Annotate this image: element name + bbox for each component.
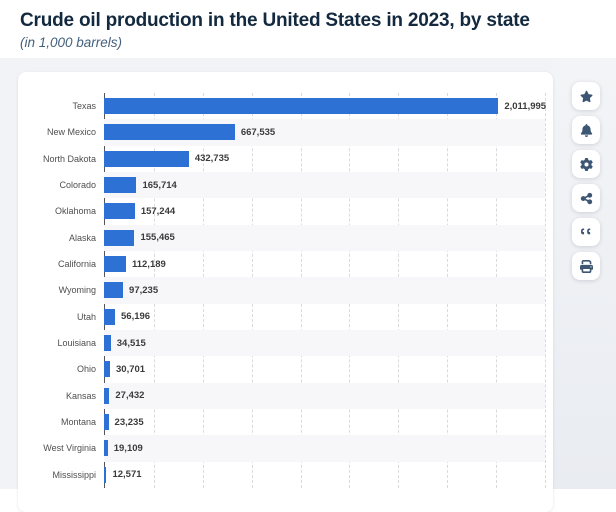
bar-montana[interactable] [104, 414, 109, 431]
star-icon [580, 90, 593, 103]
print-button[interactable] [572, 252, 600, 280]
bar-texas[interactable] [104, 98, 499, 115]
alerts-button[interactable] [572, 116, 600, 144]
state-label: Kansas [65, 390, 96, 401]
state-label: California [57, 259, 96, 270]
state-label: North Dakota [42, 153, 96, 164]
bar-oklahoma[interactable] [104, 203, 135, 220]
bar-louisiana[interactable] [104, 335, 111, 352]
share-button[interactable] [572, 184, 600, 212]
bar-area: 56,196 [104, 304, 545, 330]
chart-row: Ohio 30,701 [18, 356, 553, 382]
chart-row: Montana 23,235 [18, 409, 553, 435]
bar-area: 30,701 [104, 356, 545, 382]
page-header: Crude oil production in the United State… [0, 0, 616, 58]
chart-row: Texas 2,011,995 [18, 93, 553, 119]
value-label: 432,735 [194, 153, 230, 165]
value-label: 155,465 [140, 232, 175, 244]
bar-area: 97,235 [104, 277, 545, 304]
bar-mississippi[interactable] [104, 466, 107, 483]
value-label: 27,432 [115, 390, 145, 402]
value-label: 165,714 [142, 179, 177, 191]
chart-row: California 112,189 [18, 251, 553, 277]
value-label: 667,535 [240, 126, 276, 138]
bar-area: 2,011,995 [104, 93, 547, 119]
page-subtitle: (in 1,000 barrels) [20, 34, 123, 50]
bar-california[interactable] [104, 256, 126, 273]
value-label: 97,235 [129, 284, 159, 296]
page-title: Crude oil production in the United State… [20, 10, 530, 31]
state-label: Utah [76, 311, 96, 322]
gear-icon [579, 157, 593, 171]
state-label: Montana [60, 417, 96, 428]
quote-icon [580, 226, 593, 239]
chart-rows: Texas 2,011,995 New Mexico 667,535 North Dak… [18, 93, 553, 488]
bar-area: 112,189 [104, 251, 545, 277]
bar-area: 12,571 [104, 462, 545, 488]
chart-toolbar [572, 82, 600, 280]
bar-utah[interactable] [104, 308, 115, 325]
bar-ohio[interactable] [104, 361, 111, 378]
bar-west-virginia[interactable] [104, 440, 108, 457]
state-label: Wyoming [58, 285, 96, 296]
bar-area: 157,244 [104, 198, 545, 224]
chart-row: Alaska 155,465 [18, 224, 553, 251]
state-label: West Virginia [43, 443, 96, 454]
chart-row: West Virginia 19,109 [18, 435, 553, 462]
chart-row: New Mexico 667,535 [18, 119, 553, 146]
bar-area: 34,515 [104, 329, 545, 357]
gridline [545, 93, 546, 488]
print-icon [579, 259, 593, 273]
state-label: Louisiana [57, 338, 96, 349]
state-label: Texas [72, 101, 96, 112]
bar-area: 19,109 [104, 435, 545, 462]
value-label: 157,244 [140, 205, 176, 217]
favorite-button[interactable] [572, 82, 600, 110]
state-label: Mississippi [52, 469, 96, 480]
chart-row: Colorado 165,714 [18, 171, 553, 199]
bar-area: 432,735 [104, 146, 545, 172]
chart-row: Kansas 27,432 [18, 382, 553, 409]
bar-area: 667,535 [104, 119, 545, 146]
bar-chart: Texas 2,011,995 New Mexico 667,535 North Dak… [18, 93, 553, 488]
state-label: Alaska [68, 232, 96, 243]
bell-icon [580, 123, 593, 137]
bar-alaska[interactable] [104, 229, 135, 246]
chart-card: Texas 2,011,995 New Mexico 667,535 North Dak… [18, 72, 553, 512]
cite-button[interactable] [572, 218, 600, 246]
state-label: New Mexico [46, 127, 96, 138]
bar-colorado[interactable] [104, 177, 137, 194]
chart-row: Oklahoma 157,244 [18, 198, 553, 224]
value-label: 56,196 [121, 311, 151, 323]
value-label: 12,571 [112, 469, 142, 481]
value-label: 23,235 [114, 416, 144, 428]
bar-area: 165,714 [104, 171, 545, 199]
chart-row: North Dakota 432,735 [18, 146, 553, 172]
bar-area: 23,235 [104, 409, 545, 435]
state-label: Ohio [76, 364, 96, 375]
chart-row: Mississippi 12,571 [18, 462, 553, 488]
value-label: 30,701 [116, 363, 146, 375]
state-label: Colorado [59, 180, 96, 191]
chart-row: Louisiana 34,515 [18, 329, 553, 357]
chart-row: Wyoming 97,235 [18, 277, 553, 304]
value-label: 112,189 [131, 258, 166, 270]
bar-area: 155,465 [104, 224, 545, 251]
share-icon [580, 192, 593, 205]
value-label: 19,109 [113, 442, 143, 454]
bar-north-dakota[interactable] [104, 150, 189, 167]
value-label: 34,515 [116, 337, 146, 349]
value-label: 2,011,995 [504, 100, 547, 112]
bar-area: 27,432 [104, 382, 545, 409]
chart-row: Utah 56,196 [18, 304, 553, 330]
bar-wyoming[interactable] [104, 282, 124, 299]
bar-kansas[interactable] [104, 387, 110, 404]
settings-button[interactable] [572, 150, 600, 178]
state-label: Oklahoma [54, 206, 96, 217]
bar-new-mexico[interactable] [104, 124, 235, 141]
